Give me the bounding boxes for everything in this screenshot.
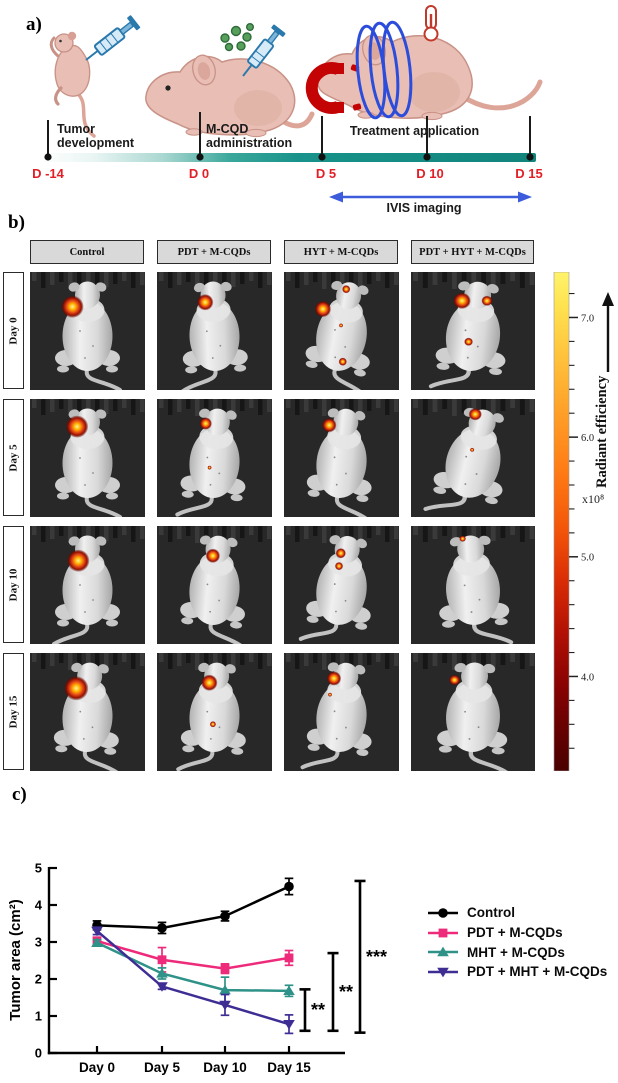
legend-item: PDT + M-CQDs [428,923,607,943]
ivis-mouse-image [157,399,272,517]
colorbar-multiplier: x10⁸ [582,492,605,506]
ivis-mouse-image [157,526,272,644]
timeline-day-label: D 0 [188,166,210,181]
group-header: PDT + HYT + M-CQDs [411,240,534,264]
ivis-mouse-image [30,526,145,644]
y-tick-label: 0 [35,1046,42,1061]
significance-bracket: ** [299,988,325,1033]
ivis-mouse-image [284,653,399,771]
y-axis-title: Tumor area (cm²) [7,899,24,1020]
tumor-area-chart: 0 1 2 3 4 5 Day 0 Day 5 Day 10 Day 15 Tumor area (… [7,861,387,1076]
timeline-day-label: D 15 [515,166,543,181]
y-tick-label: 5 [35,861,42,876]
syringe-icon [242,24,286,77]
series-triangle-down [91,926,295,1035]
ivis-mouse-image [157,653,272,771]
legend-label: MHT + M-CQDs [467,944,565,960]
ivis-mouse-image [157,272,272,390]
ivis-mouse-image [284,399,399,517]
radiant-efficiency-colorbar: 7.0 6.0 5.0 4.0 [553,272,594,771]
magnetic-coil-icon [355,20,413,120]
day-row-label-text: Day 15 [7,695,20,728]
panel-b-tag: b) [8,212,25,233]
timeline-day-label: D 10 [416,166,444,181]
legend-label: PDT + MHT + M-CQDs [467,964,608,980]
chart-legend: Control PDT + M-CQDs MHT + M-CQDs PDT + MHT… [428,903,607,982]
ivis-mouse-image [411,526,535,644]
nanoparticles-icon [220,23,254,52]
ivis-mouse-image [411,272,535,390]
day-row-label: Day 0 [3,272,24,389]
legend-item: Control [428,903,607,923]
thermometer-icon [423,5,439,42]
x-tick-label: Day 15 [267,1060,311,1075]
x-tick-label: Day 5 [144,1060,181,1075]
colorbar-tick-label: 4.0 [581,672,594,683]
ivis-imaging-arrow [329,191,532,203]
legend-label: PDT + M-CQDs [467,925,563,941]
y-tick-label: 3 [35,935,42,950]
group-header-label: PDT + M-CQDs [177,246,251,258]
treatment-application-label: Treatment application [349,124,480,138]
legend-item: MHT + M-CQDs [428,942,607,962]
ivis-mouse-image [284,272,399,390]
colorbar-tick-label: 7.0 [581,313,594,324]
treated-mouse-illustration [317,34,543,121]
ivis-mouse-image [30,272,145,390]
legend-marker-triangle-up [428,946,458,957]
significance-stars: *** [366,947,387,967]
y-tick-label: 1 [35,1009,42,1024]
significance-stars: ** [339,982,353,1002]
y-tick-label: 4 [35,898,43,913]
x-tick-label: Day 10 [203,1060,247,1075]
panel-c-tag: c) [12,784,27,805]
group-header: PDT + M-CQDs [157,240,271,264]
significance-stars: ** [311,1000,325,1020]
significance-bracket: ** [327,951,353,1033]
group-header: HYT + M-CQDs [284,240,398,264]
legend-marker-circle [428,908,458,918]
ivis-imaging-label: IVIS imaging [386,201,462,215]
ivis-mouse-image [411,653,535,771]
colorbar-up-arrow-icon [602,292,614,372]
group-header: Control [30,240,144,264]
x-tick-label: Day 0 [79,1060,115,1075]
day-row-label: Day 10 [3,526,24,643]
ivis-mouse-image [284,526,399,644]
pup-mouse-illustration [49,31,96,138]
day-row-label-text: Day 0 [7,316,20,345]
panel-a-illustration [44,5,543,203]
legend-item: PDT + MHT + M-CQDs [428,962,607,982]
panel-a-tag: a) [26,14,42,35]
y-tick-label: 2 [35,972,42,987]
tumor-development-label: Tumor development [57,122,135,151]
ivis-mouse-image [411,399,535,517]
day-row-label-text: Day 5 [7,443,20,472]
day-row-label: Day 5 [3,399,24,516]
timeline-day-label: D -14 [32,166,64,181]
group-header-label: Control [69,246,105,258]
significance-bracket: *** [354,879,387,1034]
ivis-mouse-image [30,399,145,517]
ivis-mouse-image [30,653,145,771]
colorbar-tick-label: 6.0 [581,433,594,444]
syringe-icon [85,15,141,61]
day-row-label-text: Day 10 [7,568,20,601]
colorbar-tick-label: 5.0 [581,553,594,564]
mcqd-administration-label: M-CQD administration [206,122,293,151]
adult-mouse-illustration [145,54,315,138]
series-circle [92,877,294,935]
timeline-day-label: D 5 [315,166,337,181]
legend-label: Control [467,905,515,921]
legend-marker-triangle-down [428,967,458,978]
timeline [44,112,536,162]
legend-marker-square [428,928,458,937]
day-row-label: Day 15 [3,653,24,770]
group-header-label: HYT + M-CQDs [303,246,379,258]
colorbar-axis-label: Radiant efficiency [594,375,610,488]
group-header-label: PDT + HYT + M-CQDs [419,246,526,258]
